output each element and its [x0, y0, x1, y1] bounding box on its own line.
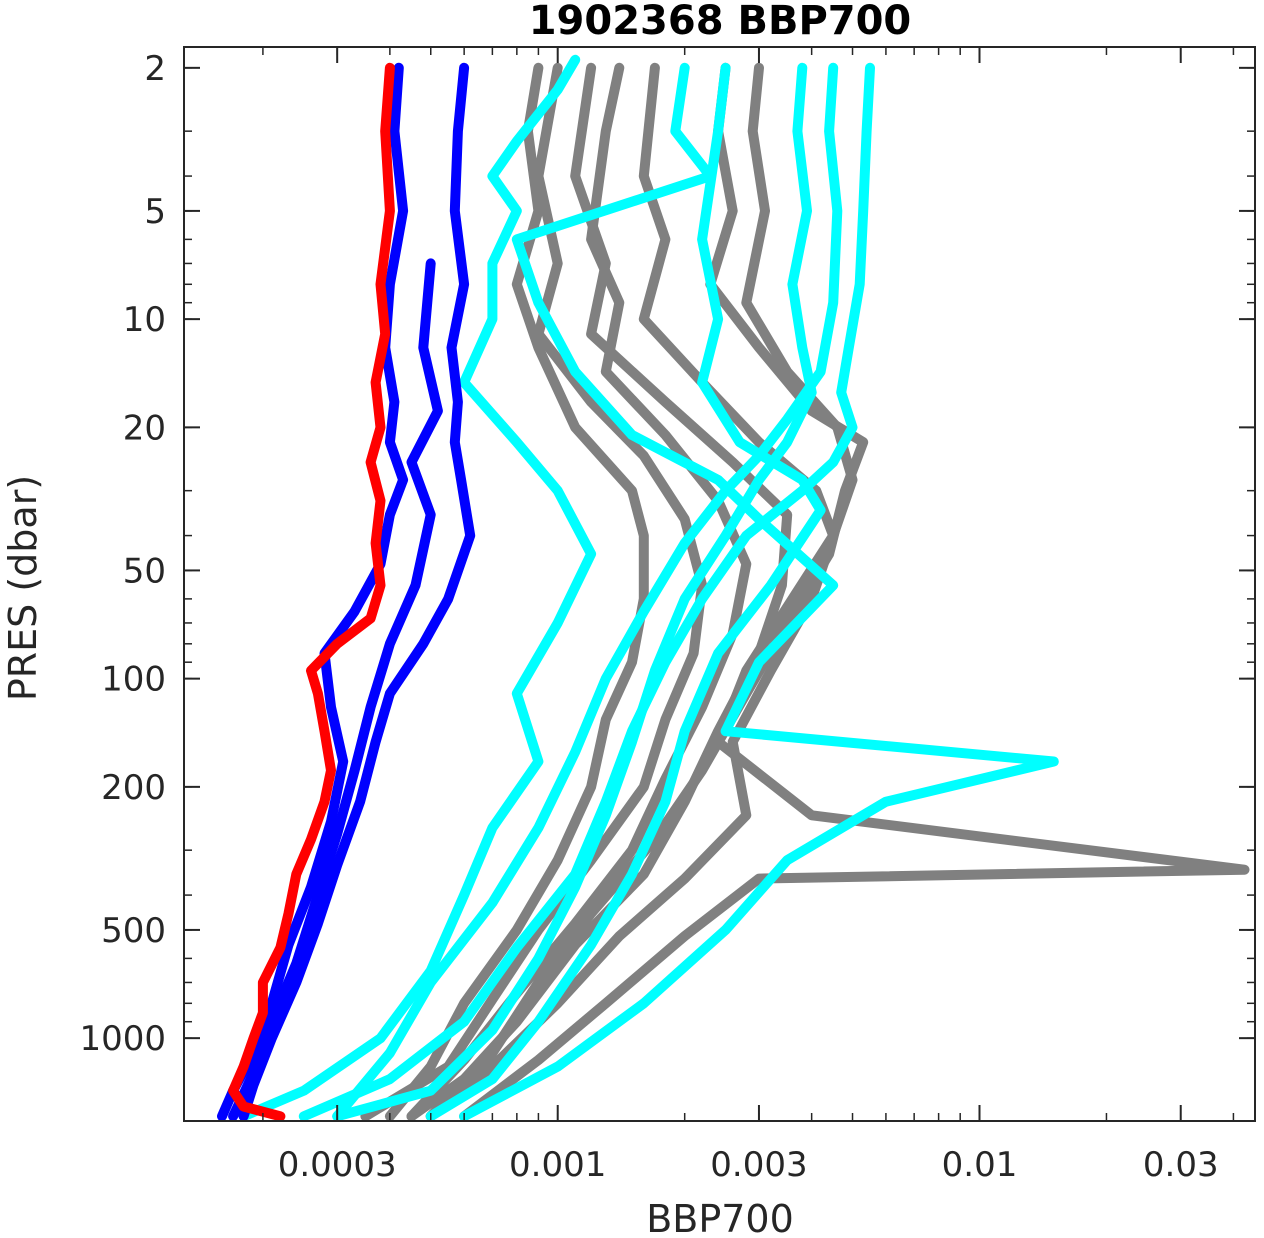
profile-line-gray-2: [425, 62, 839, 1122]
y-tick-label: 10: [123, 300, 166, 340]
x-tick-label: 0.003: [710, 1145, 807, 1185]
plot-frame: [183, 46, 1256, 1122]
x-axis: 0.0003 0.001 0.003 0.01 0.03: [262, 47, 1235, 1185]
profile-lines: [217, 54, 1250, 1122]
profile-line-cyan-7: [238, 54, 597, 1122]
y-tick-label: 2: [144, 49, 166, 89]
profile-line-blue-15: [228, 258, 443, 1122]
x-tick-label: 0.001: [509, 1145, 606, 1185]
y-tick-label: 200: [101, 768, 166, 808]
x-tick-label: 0.0003: [278, 1145, 397, 1185]
profile-line-blue-13: [217, 62, 409, 1122]
y-tick-label: 500: [101, 911, 166, 951]
x-axis-label: BBP700: [646, 1197, 794, 1238]
y-axis-label: PRES (dbar): [1, 475, 45, 701]
profile-line-cyan-11: [298, 62, 875, 1122]
y-tick-label: 20: [123, 408, 166, 448]
y-tick-label: 100: [101, 660, 166, 700]
chart-title: 1902368 BBP700: [529, 0, 912, 44]
profile-line-gray-1: [406, 62, 793, 1122]
profile-line-cyan-8: [459, 62, 1059, 1122]
profile-line-red-16: [228, 62, 395, 1122]
y-axis: 2 5 10 20 50 100 200 500 1000: [79, 49, 1255, 1059]
profile-line-cyan-10: [332, 62, 817, 1122]
y-tick-label: 50: [123, 551, 166, 591]
profile-line-gray-5: [459, 62, 1250, 1122]
y-tick-label: 5: [144, 192, 166, 232]
profile-line-cyan-12: [332, 62, 843, 1122]
profile-line-cyan-9: [425, 62, 826, 1122]
profile-line-blue-14: [238, 62, 476, 1122]
profile-line-gray-4: [406, 62, 752, 1122]
profile-line-gray-6: [360, 62, 708, 1122]
y-tick-label: 1000: [79, 1019, 166, 1059]
profile-line-gray-3: [425, 62, 869, 1122]
x-tick-label: 0.03: [1143, 1145, 1219, 1185]
x-tick-label: 0.01: [942, 1145, 1018, 1185]
